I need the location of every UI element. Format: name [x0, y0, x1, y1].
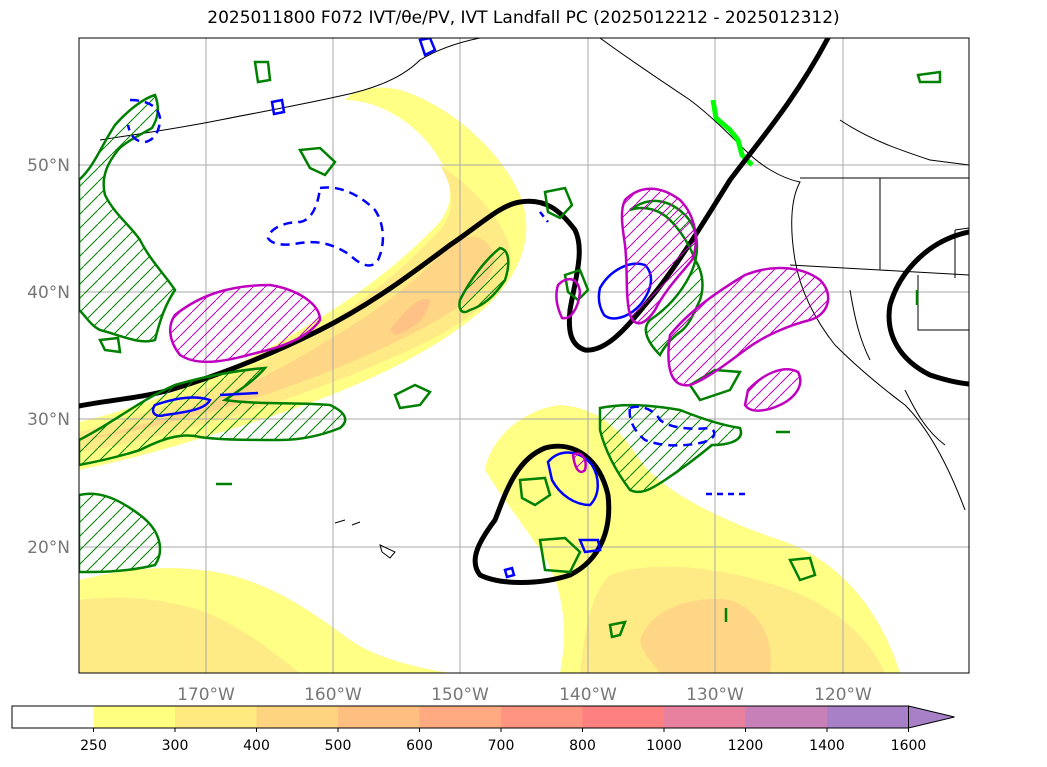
colorbar-extend-arrow	[908, 705, 955, 729]
colorbar-segment	[582, 706, 665, 728]
colorbar-segment	[827, 706, 909, 728]
colorbar-segment	[745, 706, 828, 728]
theta-e-contours	[79, 38, 969, 585]
lat-tick-labels: 50°N 40°N 30°N 20°N	[27, 156, 70, 558]
lat-tick-label: 20°N	[27, 538, 70, 558]
lon-tick-label: 170°W	[177, 685, 235, 705]
colorbar-level-label: 250	[80, 738, 107, 754]
colorbar-level-label: 300	[162, 738, 189, 754]
lon-tick-label: 130°W	[686, 685, 744, 705]
colorbar-level-label: 500	[325, 738, 352, 754]
colorbar-level-label: 800	[569, 738, 596, 754]
lat-tick-label: 30°N	[27, 410, 70, 430]
lat-tick-label: 40°N	[27, 283, 70, 303]
colorbar-segment	[419, 706, 502, 728]
colorbar-segment	[12, 706, 94, 728]
colorbar-outline	[11, 705, 909, 729]
colorbar-level-label: 1600	[891, 738, 927, 754]
lon-tick-label: 140°W	[559, 685, 617, 705]
colorbar: 250 300 400 500 600 700 800 1000 1200 1400 1600	[11, 705, 955, 754]
colorbar-segment	[256, 706, 339, 728]
lon-tick-label: 160°W	[304, 685, 362, 705]
lon-tick-label: 150°W	[431, 685, 489, 705]
colorbar-level-label: 600	[406, 738, 433, 754]
map-border	[78, 37, 970, 674]
lat-tick-label: 50°N	[27, 156, 70, 176]
colorbar-level-label: 1400	[809, 738, 845, 754]
lon-tick-labels: 170°W 160°W 150°W 140°W 130°W 120°W	[177, 685, 872, 705]
coastlines	[99, 38, 969, 559]
colorbar-segment	[93, 706, 176, 728]
colorbar-level-label: 1000	[646, 738, 682, 754]
colorbar-segment	[501, 706, 583, 728]
colorbar-level-label: 1200	[728, 738, 764, 754]
pc-contours	[169, 187, 830, 474]
pv-positive-contours	[79, 60, 942, 639]
colorbar-level-label: 400	[243, 738, 270, 754]
colorbar-segment	[664, 706, 746, 728]
lon-tick-label: 120°W	[814, 685, 872, 705]
colorbar-level-label: 700	[488, 738, 515, 754]
colorbar-segment	[175, 706, 257, 728]
map-title: 2025011800 F072 IVT/θe/PV, IVT Landfall …	[207, 8, 840, 28]
colorbar-segment	[338, 706, 420, 728]
landfall-segment	[710, 99, 754, 167]
